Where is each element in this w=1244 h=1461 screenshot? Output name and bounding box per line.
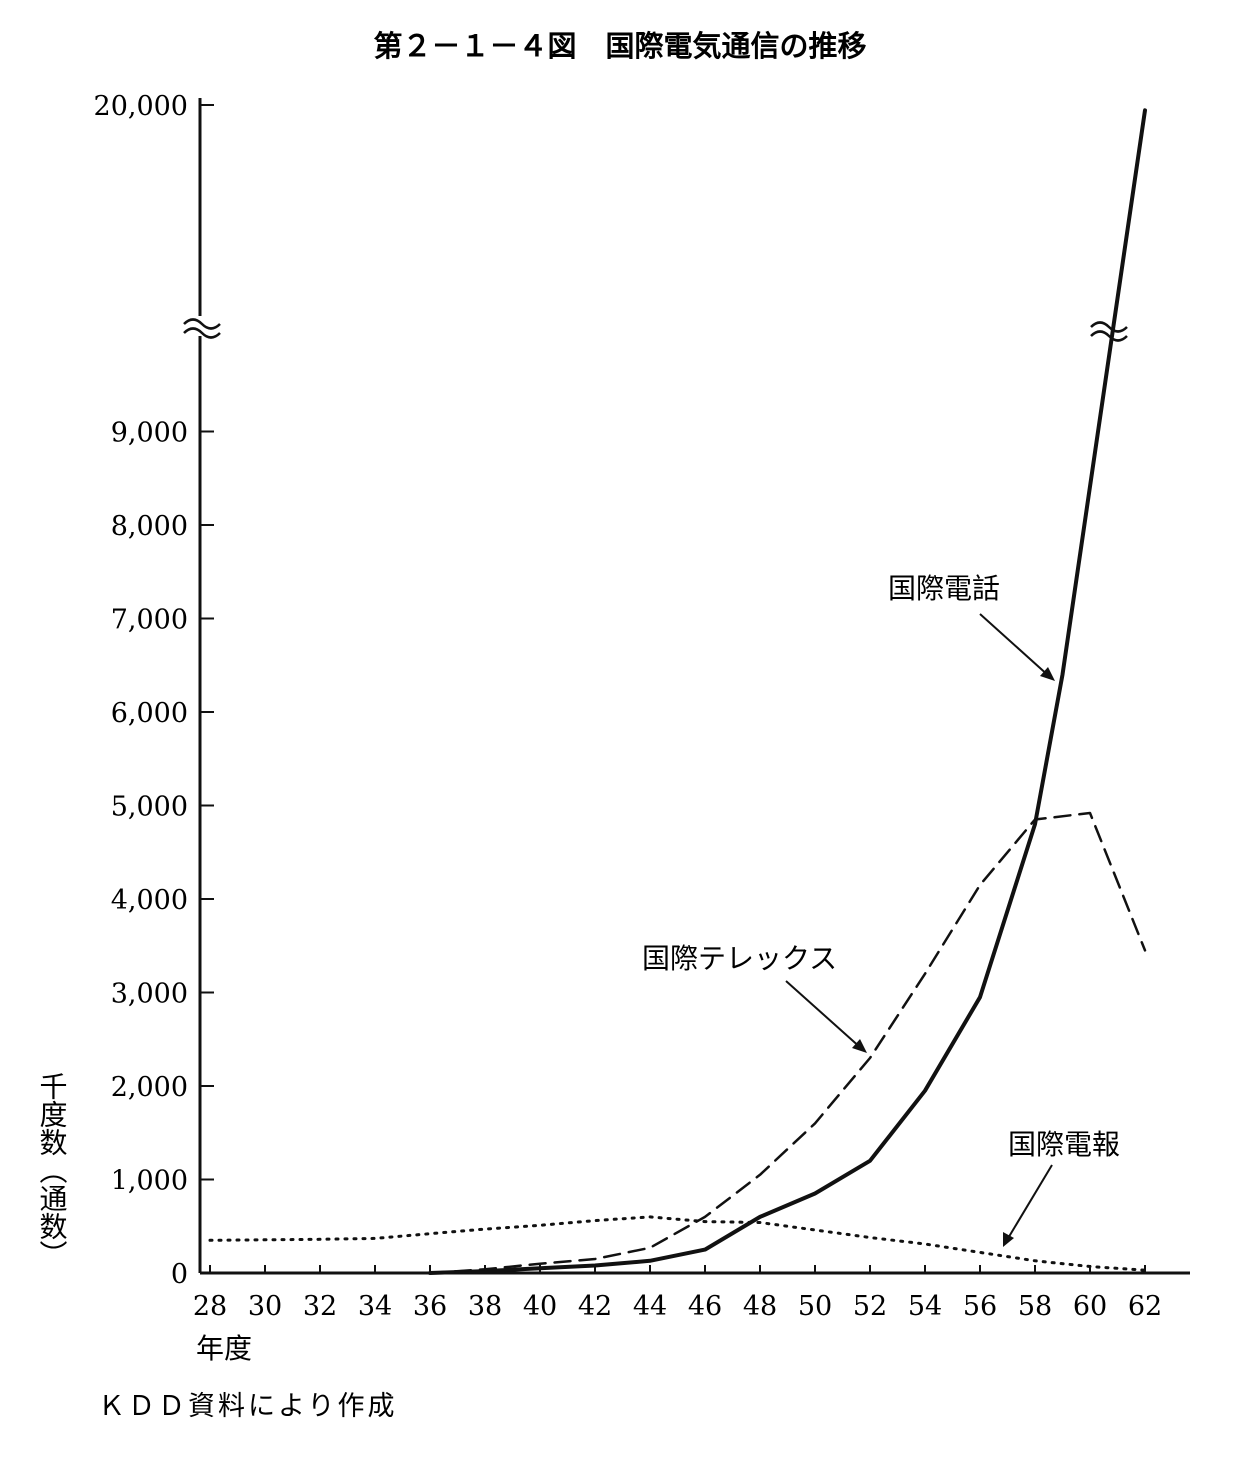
x-tick-label: 38 [468,1291,502,1322]
x-axis-label: 年度 [196,1332,252,1365]
series-line-2 [208,1215,1147,1272]
label-international-telex: 国際テレックス [642,942,837,975]
x-tick-label: 56 [963,1291,997,1322]
axes [183,98,1190,1275]
x-tick-label: 50 [798,1291,832,1322]
annotations: 国際電話 国際テレックス 国際電報 [642,572,1120,1247]
source-note: ＫＤＤ資料により作成 [98,1391,397,1422]
x-tick-label: 52 [853,1291,887,1322]
series-layer [208,108,1147,1275]
x-tick-label: 48 [743,1291,777,1322]
x-tick-label: 36 [413,1291,447,1322]
label-international-telegram: 国際電報 [1008,1128,1120,1161]
series-line-1 [428,811,1147,1275]
y-tick-label: 7,000 [111,605,188,636]
arrowhead-international-telephone [1040,667,1055,681]
x-tick-label: 28 [193,1291,227,1322]
y-tick-label: 3,000 [111,979,188,1010]
x-tick-label: 54 [908,1291,942,1322]
arrow-international-telex [785,980,863,1050]
y-tick-label: 0 [171,1259,188,1290]
y-ticks: 0 1,000 2,000 3,000 4,000 5,000 6,000 7,000 8,00… [94,91,214,1290]
x-tick-label: 32 [303,1291,337,1322]
x-tick-label: 30 [248,1291,282,1322]
x-tick-label: 44 [633,1291,667,1322]
series-line-0 [428,108,1147,1275]
y-tick-label: 5,000 [111,792,188,823]
x-tick-label: 40 [523,1291,557,1322]
x-ticks: 28 30 32 34 36 38 40 42 44 46 48 50 52 54 56 58 60 62 [193,1265,1162,1322]
x-tick-label: 60 [1073,1291,1107,1322]
x-tick-label: 62 [1128,1291,1162,1322]
x-tick-label: 34 [358,1291,392,1322]
y-tick-label: 9,000 [111,418,188,449]
y-tick-label: 20,000 [94,91,188,122]
arrow-international-telephone [979,613,1051,678]
y-tick-label: 6,000 [111,698,188,729]
label-international-telephone: 国際電話 [888,572,1000,605]
y-axis-title: 千度数（通数） [36,1072,69,1268]
arrow-international-telegram [1006,1164,1053,1241]
y-tick-label: 2,000 [111,1072,188,1103]
x-tick-label: 46 [688,1291,722,1322]
chart-title: 第２－１－４図 国際電気通信の推移 [373,29,866,63]
x-tick-label: 58 [1018,1291,1052,1322]
x-tick-label: 42 [578,1291,612,1322]
arrowhead-international-telegram [1003,1232,1014,1247]
y-tick-label: 8,000 [111,511,188,542]
y-tick-label: 4,000 [111,885,188,916]
arrowhead-international-telex [852,1039,867,1053]
axis-break-y [183,316,221,339]
y-axis-label: 千度数（通数） [36,1072,69,1268]
y-tick-label: 1,000 [111,1166,188,1197]
